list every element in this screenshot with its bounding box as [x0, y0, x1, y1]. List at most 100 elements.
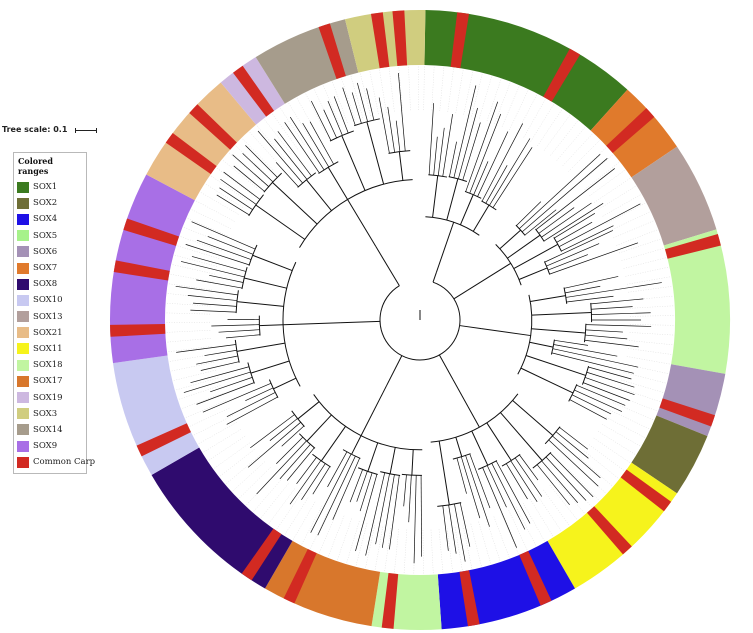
tree-leaf-branch — [541, 460, 579, 504]
ring-sector-sox21 — [146, 82, 257, 201]
legend-swatch — [17, 392, 29, 404]
tree-scale-bar — [75, 128, 97, 133]
legend-label: SOX5 — [33, 230, 58, 241]
tree-branch — [247, 362, 255, 384]
leaf-guide-line — [341, 78, 356, 121]
leaf-guide-line — [374, 526, 384, 571]
leaf-guide-line — [398, 66, 403, 111]
legend-item: SOX6 — [17, 244, 83, 260]
leaf-guide-line — [284, 497, 309, 536]
leaf-guide-line — [486, 519, 501, 562]
tree-branch — [532, 451, 552, 469]
colored-ranges-legend: Colored ranges SOX1 SOX2 SOX4 SOX5 SOX6 SOX7 S… — [13, 152, 95, 475]
tree-branch — [250, 360, 290, 374]
leaf-guide-line — [193, 415, 233, 436]
legend-label: SOX4 — [33, 214, 58, 225]
tree-leaf-branch — [519, 154, 601, 229]
leaf-guide-line — [479, 76, 492, 119]
leaf-guide-line — [606, 202, 646, 224]
leaf-guide-line — [166, 312, 211, 315]
tree-leaf-branch — [548, 439, 599, 487]
ring-sector-sox4 — [437, 540, 575, 630]
tree-leaf-branch — [387, 106, 395, 153]
legend-item: SOX18 — [17, 357, 83, 373]
tree-leaf-branch — [558, 203, 641, 247]
tree-branch — [385, 355, 403, 387]
tree-leaf-branch — [351, 92, 362, 124]
tree-branch — [515, 224, 526, 236]
tree-branch — [241, 267, 248, 290]
tree-leaf-branch — [556, 221, 593, 243]
legend-item: SOX21 — [17, 325, 83, 341]
tree-branch — [438, 441, 450, 505]
leaf-guide-line — [523, 99, 546, 138]
tree-leaf-branch — [571, 394, 612, 415]
tree-leaf-branch — [317, 456, 356, 536]
leaf-guide-line — [171, 362, 215, 372]
leaf-guide-line — [195, 200, 235, 222]
tree-leaf-branch — [242, 153, 274, 183]
tree-branch — [360, 385, 387, 436]
leaf-guide-line — [530, 104, 555, 142]
leaf-guide-line — [205, 183, 243, 208]
legend-label: SOX2 — [33, 198, 58, 209]
tree-leaf-branch — [245, 387, 274, 402]
leaf-guide-line — [454, 527, 463, 571]
tree-leaf-branch — [584, 377, 635, 396]
ring-marker-common-carp — [664, 234, 721, 259]
leaf-guide-line — [478, 521, 492, 564]
ring-marker-common-carp — [370, 12, 390, 69]
legend-item: SOX11 — [17, 341, 83, 357]
tree-leaf-branch — [310, 453, 352, 533]
legend-item: SOX3 — [17, 406, 83, 422]
tree-branch — [351, 435, 362, 455]
leaf-guide-line — [365, 525, 376, 569]
leaf-guide-line — [593, 177, 631, 203]
tree-leaf-branch — [408, 475, 412, 523]
tree-branch — [438, 354, 454, 380]
tree-leaf-branch — [196, 355, 238, 365]
tree-branch — [583, 323, 587, 343]
legend-item: SOX7 — [17, 260, 83, 276]
tree-branch — [499, 229, 521, 250]
tree-leaf-branch — [250, 414, 295, 449]
leaf-guide-line — [623, 257, 667, 269]
legend-swatch — [17, 246, 29, 258]
tree-leaf-branch — [232, 154, 269, 187]
tree-leaf-branch — [514, 457, 543, 497]
ring-sector-sox8 — [151, 447, 293, 589]
leaf-guide-line — [543, 114, 571, 151]
leaf-guide-line — [447, 68, 454, 112]
ring-marker-common-carp — [110, 324, 166, 337]
leaf-guide-line — [394, 528, 399, 573]
leaf-guide-line — [191, 209, 232, 229]
tree-leaf-branch — [204, 349, 237, 356]
tree-branch — [520, 367, 574, 394]
tree-branch — [283, 322, 341, 326]
leaf-guide-line — [509, 90, 529, 131]
tree-branch — [306, 414, 332, 442]
leaf-guide-line — [609, 409, 650, 430]
legend-item: Common Carp — [17, 454, 95, 470]
legend-items: SOX1 SOX2 SOX4 SOX5 SOX6 SOX7 SOX8 SOX10 SOX13 SO… — [17, 179, 95, 470]
tree-leaf-branch — [433, 136, 438, 176]
legend-label: SOX11 — [33, 343, 63, 354]
tree-leaf-branch — [469, 113, 502, 194]
tree-leaf-branch — [223, 171, 261, 200]
tree-leaf-branch — [462, 122, 481, 181]
tree-leaf-branch — [428, 103, 434, 175]
leaf-guide-line — [439, 67, 445, 111]
tree-branch — [248, 194, 264, 217]
leaf-guide-line — [318, 512, 337, 554]
tree-leaf-branch — [553, 344, 618, 357]
leaf-guide-line — [210, 175, 248, 201]
tree-branch — [268, 379, 279, 398]
colored-range-ring — [110, 9, 730, 630]
tree-branch — [291, 410, 305, 427]
tree-branch — [501, 453, 521, 467]
leaf-guide-line — [501, 86, 520, 127]
tree-branch — [342, 449, 361, 459]
tree-leaf-branch — [477, 131, 509, 197]
leaf-guide-line — [189, 407, 230, 427]
leaf-guide-line — [264, 119, 292, 155]
